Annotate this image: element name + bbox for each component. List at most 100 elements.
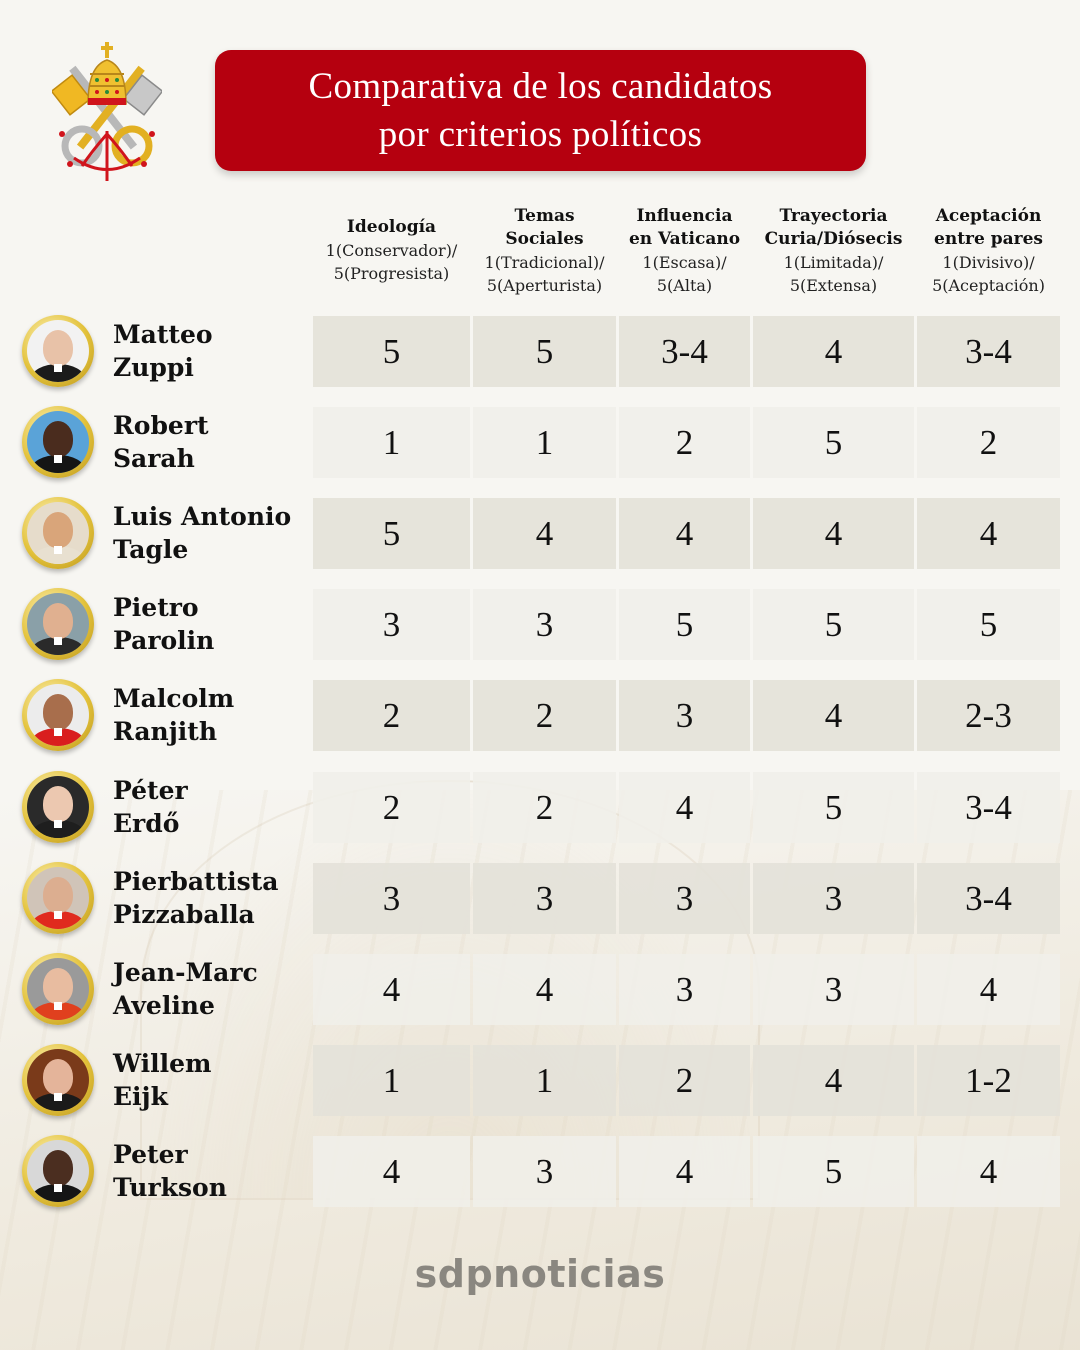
- score-cell: 4: [753, 680, 914, 751]
- table-row: Péter Erdő 2 2 4 5 3-4: [0, 771, 1080, 843]
- score-cell: 1: [313, 407, 470, 478]
- portrait-collar: [54, 364, 62, 372]
- candidate-name: Luis Antonio Tagle: [113, 500, 291, 566]
- portrait-face: [43, 603, 73, 639]
- score-cell: 2: [619, 407, 750, 478]
- score-cell: 3: [753, 954, 914, 1025]
- avatar: [22, 315, 94, 387]
- score-cell: 2: [619, 1045, 750, 1116]
- table-row: Willem Eijk 1 1 2 4 1-2: [0, 1044, 1080, 1116]
- column-header-aceptacion: Aceptación entre pares 1(Divisivo)/ 5(Ac…: [932, 206, 1045, 295]
- score-cell: 5: [917, 589, 1060, 660]
- portrait-photo: [27, 593, 89, 655]
- candidate-name: Pierbattista Pizzaballa: [113, 865, 278, 931]
- table-row: Pietro Parolin 3 3 5 5 5: [0, 588, 1080, 660]
- score-cell: 3: [619, 863, 750, 934]
- portrait-photo: [27, 867, 89, 929]
- column-header-influencia: Influencia en Vaticano 1(Escasa)/ 5(Alta…: [628, 206, 741, 295]
- column-header-ideologia: Ideología 1(Conservador)/ 5(Progresista): [325, 217, 458, 283]
- score-cell: 2: [313, 772, 470, 843]
- portrait-robe: [31, 911, 85, 929]
- candidate-name: Peter Turkson: [113, 1138, 227, 1204]
- score-cell: 4: [917, 954, 1060, 1025]
- table-row: Jean-Marc Aveline 4 4 3 3 4: [0, 953, 1080, 1025]
- candidate-last-name: Aveline: [113, 991, 215, 1020]
- score-cell: 4: [917, 1136, 1060, 1207]
- score-cell: 4: [753, 1045, 914, 1116]
- score-cell: 4: [753, 316, 914, 387]
- score-cell: 3-4: [917, 863, 1060, 934]
- candidate-last-name: Pizzaballa: [113, 900, 255, 929]
- candidate-first-name: Peter: [113, 1140, 188, 1169]
- candidate-name: Willem Eijk: [113, 1047, 212, 1113]
- portrait-robe: [31, 1002, 85, 1020]
- portrait-collar: [54, 728, 62, 736]
- portrait-collar: [54, 1002, 62, 1010]
- portrait-photo: [27, 320, 89, 382]
- score-cell: 5: [753, 589, 914, 660]
- score-cell: 3: [473, 863, 616, 934]
- portrait-robe: [31, 1093, 85, 1111]
- column-header-trayectoria: Trayectoria Curia/Diósecis 1(Limitada)/ …: [764, 206, 903, 295]
- score-cell: 4: [619, 772, 750, 843]
- avatar: [22, 406, 94, 478]
- avatar: [22, 588, 94, 660]
- footer-brand-logo: sdpnoticias: [414, 1252, 666, 1296]
- score-cell: 5: [313, 316, 470, 387]
- portrait-robe: [31, 364, 85, 382]
- portrait-collar: [54, 546, 62, 554]
- candidate-last-name: Erdő: [113, 809, 180, 838]
- candidate-first-name: Péter: [113, 776, 188, 805]
- portrait-photo: [27, 411, 89, 473]
- score-cell: 1: [473, 407, 616, 478]
- avatar: [22, 679, 94, 751]
- score-cell: 2-3: [917, 680, 1060, 751]
- score-cell: 3: [313, 863, 470, 934]
- score-cell: 3-4: [917, 316, 1060, 387]
- score-cell: 5: [619, 589, 750, 660]
- portrait-face: [43, 512, 73, 548]
- score-cell: 3-4: [619, 316, 750, 387]
- avatar: [22, 953, 94, 1025]
- candidate-name: Robert Sarah: [113, 409, 209, 475]
- candidate-last-name: Ranjith: [113, 717, 217, 746]
- portrait-photo: [27, 684, 89, 746]
- score-cell: 2: [917, 407, 1060, 478]
- portrait-face: [43, 877, 73, 913]
- portrait-robe: [31, 455, 85, 473]
- score-cell: 5: [753, 407, 914, 478]
- column-header-temas-sociales: Temas Sociales 1(Tradicional)/ 5(Apertur…: [484, 206, 605, 295]
- candidate-first-name: Luis Antonio: [113, 502, 292, 531]
- candidate-first-name: Malcolm: [113, 684, 235, 713]
- portrait-robe: [31, 1184, 85, 1202]
- portrait-photo: [27, 1049, 89, 1111]
- score-cell: 3: [473, 1136, 616, 1207]
- score-cell: 4: [753, 498, 914, 569]
- score-cell: 5: [753, 772, 914, 843]
- score-cell: 5: [473, 316, 616, 387]
- score-cell: 4: [917, 498, 1060, 569]
- table-row: Malcolm Ranjith 2 2 3 4 2-3: [0, 679, 1080, 751]
- avatar: [22, 862, 94, 934]
- candidate-last-name: Tagle: [113, 535, 189, 564]
- portrait-collar: [54, 820, 62, 828]
- candidate-first-name: Robert: [113, 411, 209, 440]
- portrait-photo: [27, 502, 89, 564]
- candidate-last-name: Zuppi: [113, 353, 194, 382]
- score-cell: 5: [313, 498, 470, 569]
- title-line-1: Comparativa de los candidatos: [308, 65, 773, 107]
- portrait-face: [43, 1150, 73, 1186]
- portrait-collar: [54, 1093, 62, 1101]
- candidate-last-name: Parolin: [113, 626, 215, 655]
- score-cell: 2: [473, 680, 616, 751]
- portrait-robe: [31, 546, 85, 564]
- candidate-last-name: Sarah: [113, 444, 195, 473]
- candidate-first-name: Willem: [113, 1049, 212, 1078]
- score-cell: 4: [473, 954, 616, 1025]
- portrait-face: [43, 330, 73, 366]
- score-cell: 4: [619, 1136, 750, 1207]
- portrait-robe: [31, 728, 85, 746]
- candidate-name: Pietro Parolin: [113, 591, 214, 657]
- portrait-photo: [27, 958, 89, 1020]
- table-header: Ideología 1(Conservador)/ 5(Progresista)…: [313, 205, 1060, 305]
